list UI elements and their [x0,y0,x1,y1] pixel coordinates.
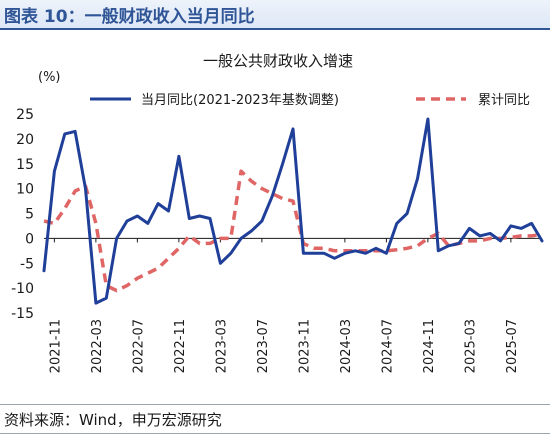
series-line-monthly [42,117,544,305]
y-axis: -15 -10 -5 0 5 10 15 20 25 [11,107,34,322]
x-tick-label: 2022-11 [173,319,188,373]
legend: 当月同比(2021-2023年基数调整) 累计同比 [90,93,530,108]
figure-title: 图表 10：一般财政收入当月同比 [0,0,550,30]
y-tick-label: -5 [20,256,34,272]
chart-title: 一般公共财政收入增速 [203,52,353,70]
x-tick-label: 2022-03 [90,319,105,373]
y-tick-label: 25 [16,107,34,123]
x-axis: 2021-11 2022-03 2022-07 2022-11 2023-03 2023-… [44,237,542,373]
y-tick-label: 15 [16,157,34,173]
plot-area [42,117,544,305]
y-tick-label: 10 [16,182,34,198]
x-tick-label: 2024-03 [339,319,354,373]
x-tick-label: 2023-11 [297,319,312,373]
y-tick-label: -15 [11,306,34,322]
x-tick-label: 2025-07 [505,319,520,373]
x-tick-label: 2024-11 [422,319,437,373]
x-tick-label: 2025-03 [463,319,478,373]
chart: 一般公共财政收入增速 (%) 当月同比(2021-2023年基数调整) 累计同比… [11,52,544,373]
x-tick-label: 2023-03 [214,319,229,373]
source-divider-bottom [0,433,550,434]
source-note: 资料来源：Wind，申万宏源研究 [4,411,222,429]
legend-label-cumulative: 累计同比 [478,93,530,108]
y-tick-label: 0 [25,231,34,247]
x-tick-label: 2021-11 [48,319,63,373]
source-divider-top [0,404,550,405]
x-tick-label: 2024-07 [380,319,395,373]
x-tick-label: 2022-07 [131,319,146,373]
y-unit-label: (%) [38,70,61,85]
y-tick-label: 20 [16,132,34,148]
y-tick-label: -10 [11,281,34,297]
y-tick-label: 5 [25,207,34,223]
legend-label-monthly: 当月同比(2021-2023年基数调整) [141,93,339,108]
x-tick-label: 2023-07 [256,319,271,373]
